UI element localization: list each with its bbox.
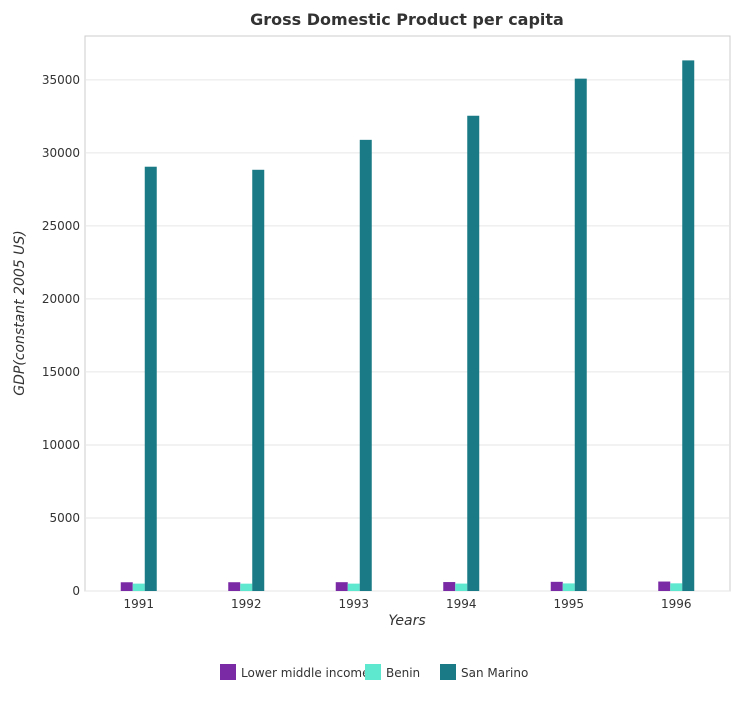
legend-label: Benin (386, 666, 420, 680)
x-tick-label: 1991 (123, 597, 154, 611)
x-axis-label: Years (388, 613, 425, 629)
y-tick-label: 5000 (49, 511, 80, 525)
y-tick-label: 25000 (42, 219, 80, 233)
bar-lower-middle-income-1991 (120, 582, 133, 591)
bar-lower-middle-income-1992 (228, 582, 241, 591)
bar-san-marino-1995 (574, 78, 587, 592)
bar-san-marino-1992 (252, 169, 265, 591)
x-tick-label: 1996 (661, 597, 692, 611)
bar-benin-1995 (562, 583, 575, 591)
legend-swatch (365, 664, 381, 680)
y-tick-labels: 0 5000 10000 15000 20000 25000 30000 35000 (42, 73, 80, 598)
chart-title: Gross Domestic Product per capita (250, 10, 564, 29)
legend: Lower middle income Benin San Marino (220, 664, 528, 680)
bar-lower-middle-income-1996 (658, 581, 671, 591)
x-tick-labels: 1991 1992 1993 1994 1995 1996 (123, 597, 691, 611)
bar-san-marino-1991 (144, 166, 157, 591)
y-axis-label: GDP(constant 2005 US) (12, 230, 28, 396)
x-tick-label: 1994 (446, 597, 477, 611)
bar-benin-1993 (347, 583, 360, 591)
legend-swatch (220, 664, 236, 680)
legend-swatch (440, 664, 456, 680)
y-tick-label: 10000 (42, 438, 80, 452)
bar-san-marino-1994 (467, 115, 480, 591)
y-tick-label: 35000 (42, 73, 80, 87)
x-tick-label: 1992 (231, 597, 262, 611)
legend-label: Lower middle income (241, 666, 370, 680)
bar-san-marino-1996 (682, 60, 695, 591)
x-tick-label: 1995 (553, 597, 584, 611)
bar-benin-1994 (455, 583, 468, 591)
bar-benin-1992 (240, 583, 253, 591)
y-tick-label: 0 (72, 584, 80, 598)
bar-lower-middle-income-1995 (550, 581, 563, 591)
y-tick-label: 20000 (42, 292, 80, 306)
bar-san-marino-1993 (359, 139, 372, 591)
bars (120, 60, 695, 592)
bar-lower-middle-income-1994 (443, 582, 456, 591)
gridlines (85, 79, 730, 592)
y-tick-label: 30000 (42, 146, 80, 160)
bar-benin-1996 (670, 583, 683, 591)
plot-frame (84, 35, 731, 592)
legend-label: San Marino (461, 666, 528, 680)
plot-area: 0 5000 10000 15000 20000 25000 30000 35000 1991… (42, 35, 731, 611)
y-tick-label: 15000 (42, 365, 80, 379)
bar-benin-1991 (132, 583, 145, 591)
bar-lower-middle-income-1993 (335, 582, 348, 591)
x-tick-label: 1993 (338, 597, 369, 611)
